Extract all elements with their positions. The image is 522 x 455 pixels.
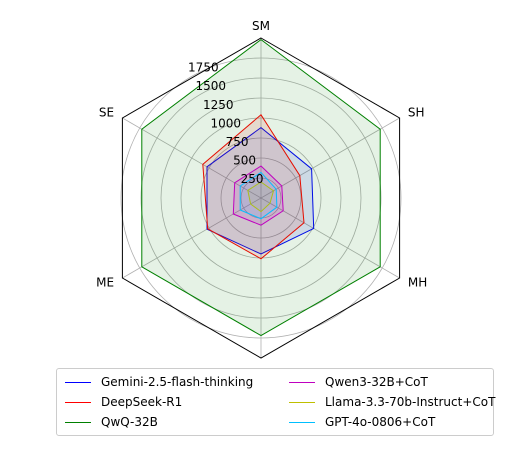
spoke-me	[122, 197, 262, 279]
radial-tick-label: 1750	[188, 61, 219, 75]
spoke-se	[122, 117, 262, 199]
legend-label: DeepSeek-R1	[101, 395, 183, 409]
legend-item: Llama-3.3-70b-Instruct+CoT	[289, 393, 495, 411]
radial-tick-label: 1250	[203, 98, 234, 112]
series-area-gpt-4o-0806-cot	[239, 171, 278, 220]
radial-tick-label: 1000	[210, 116, 241, 130]
radial-tick-label: 750	[226, 135, 249, 149]
legend-label: QwQ-32B	[101, 415, 158, 429]
radial-tick-label: 500	[233, 153, 256, 167]
series-area-qwq-32b	[141, 38, 381, 337]
axis-label-sh: SH	[408, 106, 425, 120]
legend-swatch	[289, 421, 315, 423]
legend-label: Qwen3-32B+CoT	[325, 375, 428, 389]
legend-swatch	[65, 421, 91, 423]
axis-label-mh: MH	[408, 275, 427, 289]
legend-item: Qwen3-32B+CoT	[289, 373, 428, 391]
axis-label-me: ME	[96, 275, 114, 289]
legend-swatch	[289, 401, 315, 403]
legend-item: QwQ-32B	[65, 413, 158, 431]
legend-label: Llama-3.3-70b-Instruct+CoT	[325, 395, 496, 409]
legend-swatch	[289, 381, 315, 383]
radar-plot: 2505007501000125015001750SMSHMHMMMESE	[96, 19, 427, 380]
legend-swatch	[65, 401, 91, 403]
legend-label: Gemini-2.5-flash-thinking	[101, 375, 254, 389]
frame-layer	[121, 37, 401, 359]
axis-label-se: SE	[99, 106, 114, 120]
legend-swatch	[65, 381, 91, 383]
spoke-sh	[260, 117, 400, 199]
radial-tick-label: 250	[241, 172, 264, 186]
series-area-qwen3-32b-cot	[232, 165, 284, 226]
radial-tick-label: 1500	[195, 79, 226, 93]
outer-frame	[121, 37, 401, 359]
series-area-llama-3-3-70b-instruct-cot	[247, 181, 275, 213]
legend: Gemini-2.5-flash-thinking DeepSeek-R1 QwQ-…	[56, 368, 495, 436]
legend-item: Gemini-2.5-flash-thinking	[65, 373, 253, 391]
series-layer	[141, 38, 381, 337]
legend-label: GPT-4o-0806+CoT	[325, 415, 436, 429]
legend-item: DeepSeek-R1	[65, 393, 182, 411]
axis-label-sm: SM	[252, 19, 270, 33]
legend-item: GPT-4o-0806+CoT	[289, 413, 435, 431]
series-area-gemini-2-5-flash-thinking	[206, 126, 315, 255]
spoke-mh	[260, 197, 400, 279]
